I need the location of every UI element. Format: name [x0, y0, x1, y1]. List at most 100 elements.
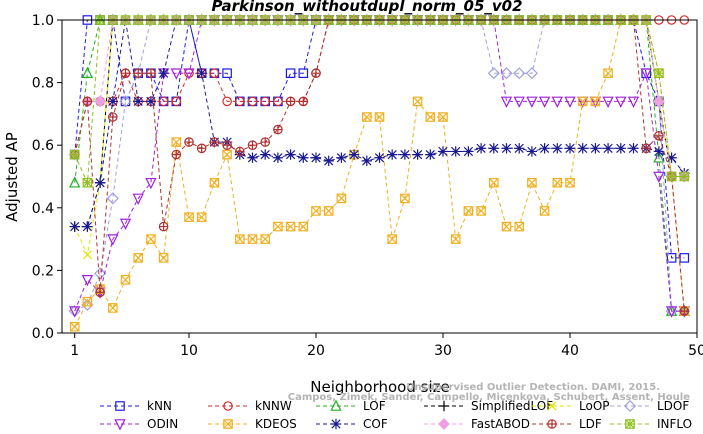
series-odin — [69, 15, 690, 318]
data-point-odin-1 — [69, 306, 81, 318]
legend-label-loop: LoOP — [579, 399, 610, 413]
data-point-kdeos-33 — [476, 206, 486, 216]
y-tick-label-0.8: 0.8 — [32, 76, 54, 92]
series-line-knnw — [74, 19, 685, 155]
data-point-odin-48 — [665, 306, 678, 318]
data-point-cof-3 — [94, 177, 106, 188]
data-point-odin-45 — [627, 96, 640, 108]
data-point-cof-37 — [526, 146, 538, 157]
data-point-kdeos-9 — [171, 137, 182, 147]
data-point-knnw-8 — [158, 96, 169, 107]
data-point-knnw-14 — [235, 96, 245, 107]
data-point-kdeos-34 — [489, 177, 499, 188]
watermark: Campos, Zimek, Sander, Campello, Micenko… — [288, 382, 690, 403]
data-point-knn-49 — [679, 253, 690, 263]
legend-marker-simplifiedlof — [438, 400, 450, 412]
legend-item-odin: ODIN — [100, 417, 178, 431]
data-point-cof-1 — [69, 221, 80, 232]
data-point-kdeos-10 — [184, 212, 194, 222]
series-knnw — [69, 15, 690, 160]
data-point-kdeos-18 — [285, 221, 296, 232]
legend-label-cof: COF — [363, 417, 388, 431]
legend-marker-lof — [330, 399, 342, 411]
data-point-kdeos-32 — [463, 206, 474, 216]
data-point-cof-39 — [552, 143, 563, 154]
data-point-kdeos-25 — [374, 112, 385, 122]
data-point-cof-19 — [298, 152, 309, 163]
data-point-loop-2 — [82, 250, 93, 260]
data-point-cof-28 — [412, 149, 423, 160]
legend-marker-inflo — [625, 419, 635, 429]
data-point-odin-9 — [170, 68, 182, 80]
data-point-cof-31 — [450, 146, 461, 157]
data-point-odin-2 — [81, 274, 94, 287]
data-point-knn-5 — [120, 96, 131, 107]
data-point-cof-4 — [107, 96, 118, 107]
data-point-ldf-2 — [82, 96, 93, 107]
legend-item-fastabod: FastABOD — [424, 417, 530, 431]
data-point-cof-2 — [82, 221, 93, 232]
data-point-cof-22 — [336, 152, 347, 163]
y-axis-title: Adjusted AP — [3, 132, 21, 222]
data-point-cof-35 — [501, 143, 512, 154]
data-point-cof-27 — [399, 149, 411, 160]
data-point-cof-32 — [463, 146, 474, 157]
data-point-kdeos-19 — [298, 221, 309, 232]
data-point-cof-24 — [361, 155, 372, 167]
data-point-ldf-19 — [298, 96, 309, 107]
data-point-inflo-2 — [82, 177, 93, 188]
data-point-cof-29 — [425, 149, 436, 160]
data-point-kdeos-30 — [438, 112, 448, 122]
legend-marker-ldof — [623, 399, 637, 413]
legend-item-knnw: kNNW — [208, 399, 292, 413]
x-tick-label-30: 30 — [434, 343, 452, 359]
data-point-cof-48 — [666, 152, 677, 163]
axes: 1 10 20 30 40 50 0.0 0.2 0.4 0.6 0.8 1.0 — [32, 13, 703, 359]
y-tick-label-0.2: 0.2 — [32, 263, 54, 279]
data-point-ldf-46 — [641, 143, 651, 154]
data-point-fastabod-3 — [94, 95, 107, 108]
data-point-cof-41 — [577, 143, 588, 154]
legend-marker-knnw — [223, 401, 233, 411]
legend-marker-knn — [115, 401, 125, 411]
data-point-odin-38 — [538, 96, 551, 108]
legend-item-ldof: LDOF — [610, 399, 689, 413]
legend-marker-odin — [114, 419, 126, 431]
legend-label-simplifiedlof: SimplifiedLOF — [471, 399, 553, 413]
series-line-simplifiedlof — [74, 19, 685, 228]
series-line-cof — [74, 19, 685, 228]
data-point-odin-37 — [526, 96, 538, 108]
legend-label-ldf: LDF — [579, 417, 602, 431]
data-point-ldf-9 — [171, 149, 182, 160]
data-point-kdeos-29 — [425, 112, 436, 122]
data-point-kdeos-12 — [209, 177, 220, 188]
legend-marker-kdeos — [223, 419, 233, 429]
x-tick-label-10: 10 — [180, 343, 198, 359]
x-tick-label-40: 40 — [561, 343, 579, 359]
data-point-ldof-2 — [81, 298, 94, 311]
data-point-cof-45 — [628, 143, 639, 154]
data-point-knnw-9 — [171, 96, 182, 107]
data-point-cof-40 — [564, 143, 576, 154]
data-point-kdeos-43 — [603, 68, 613, 79]
data-point-knn-18 — [285, 68, 296, 79]
data-point-ldf-13 — [222, 140, 232, 150]
data-point-ldf-15 — [247, 140, 258, 150]
data-point-inflo-48 — [666, 171, 677, 182]
legend-marker-fastabod — [438, 418, 450, 430]
data-point-cof-11 — [196, 68, 207, 79]
y-tick-label-1.0: 1.0 — [32, 13, 54, 29]
data-point-kdeos-22 — [336, 193, 347, 204]
data-point-ldf-47 — [654, 131, 664, 141]
data-point-knnw-12 — [209, 68, 220, 79]
data-point-kdeos-6 — [133, 253, 143, 263]
data-point-kdeos-15 — [247, 234, 258, 244]
legend-item-knn: kNN — [100, 399, 172, 413]
legend: kNN kNNW LOF SimplifiedLOF LoOP LDOF ODIN KDEOS… — [100, 399, 692, 431]
data-point-cof-44 — [615, 143, 626, 154]
data-point-knn-48 — [666, 253, 677, 263]
legend-marker-ldf — [547, 419, 557, 429]
data-point-lof-2 — [81, 66, 94, 79]
data-point-kdeos-1 — [69, 321, 80, 332]
